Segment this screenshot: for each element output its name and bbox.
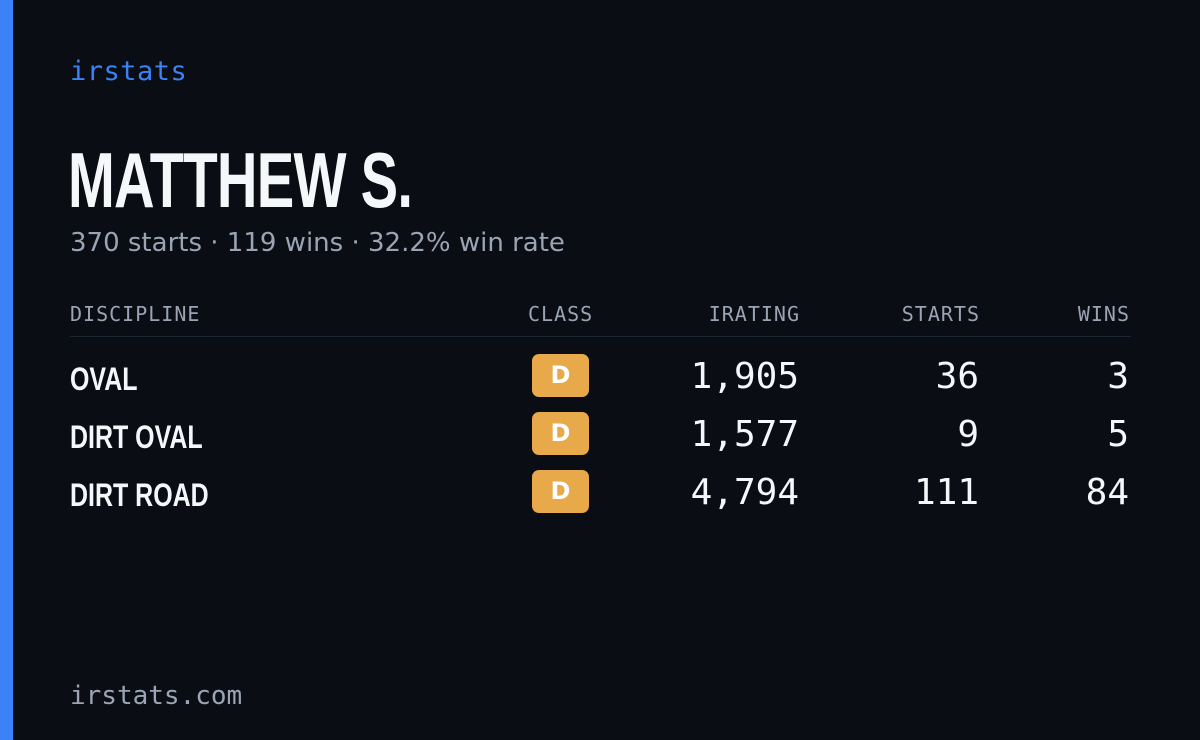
wins-value: 5: [1107, 414, 1129, 455]
site-url: irstats.com: [70, 681, 243, 711]
stats-table: DISCIPLINE CLASS IRATING STARTS WINS OVA…: [70, 296, 1131, 513]
starts-value: 9: [957, 414, 979, 455]
header-starts: STARTS: [901, 302, 980, 326]
player-summary: 370 starts · 119 wins · 32.2% win rate: [70, 228, 565, 258]
discipline-name: DIRT OVAL: [70, 419, 203, 455]
table-row: DIRT ROAD D 4,794 111 84: [70, 453, 1131, 513]
discipline-name: DIRT ROAD: [70, 477, 209, 513]
irating-value: 4,794: [690, 472, 799, 513]
table-header: DISCIPLINE CLASS IRATING STARTS WINS: [70, 296, 1131, 337]
wins-value: 3: [1107, 356, 1129, 397]
irating-value: 1,577: [690, 414, 799, 455]
starts-value: 111: [913, 472, 979, 513]
header-irating: IRATING: [708, 302, 800, 326]
accent-bar: [0, 0, 13, 740]
discipline-name: OVAL: [70, 361, 138, 397]
header-class: CLASS: [528, 302, 594, 326]
starts-value: 36: [935, 356, 979, 397]
license-class-badge: D: [532, 412, 589, 455]
player-name: MATTHEW S.: [68, 136, 413, 224]
header-wins: WINS: [1077, 302, 1130, 326]
wins-value: 84: [1085, 472, 1129, 513]
brand-logo: irstats: [70, 56, 188, 87]
irating-value: 1,905: [690, 356, 799, 397]
license-class-badge: D: [532, 354, 589, 397]
table-row: DIRT OVAL D 1,577 9 5: [70, 395, 1131, 455]
header-discipline: DISCIPLINE: [70, 302, 201, 326]
license-class-badge: D: [532, 470, 589, 513]
table-row: OVAL D 1,905 36 3: [70, 337, 1131, 397]
